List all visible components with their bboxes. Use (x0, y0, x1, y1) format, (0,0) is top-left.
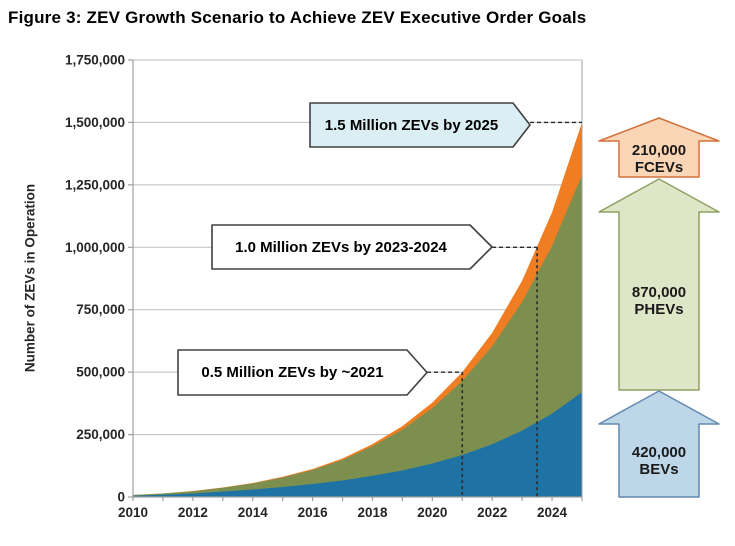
y-axis-title: Number of ZEVs in Operation (22, 183, 38, 373)
phev-count: 870,000 (631, 284, 687, 301)
bev-area (133, 392, 582, 497)
y-tick-label: 1,250,000 (65, 177, 125, 192)
bev-arrow-label: 420,000 BEVs (614, 444, 704, 478)
y-tick-label: 1,750,000 (65, 53, 125, 68)
callout-1-5-million-zevs: 1.5 Million ZEVs by 2025 (324, 116, 499, 134)
callout-shape (211, 224, 493, 270)
phevs-block-arrow (598, 178, 720, 391)
figure-title: Figure 3: ZEV Growth Scenario to Achieve… (8, 8, 587, 27)
fcev-name: FCEVs (634, 159, 684, 176)
callout-1-0-million-zevs: 1.0 Million ZEVs by 2023-2024 (235, 238, 447, 256)
axis-tick-labels: 0 250,000 500,000 750,000 1,000,000 1,250,000… (65, 53, 568, 521)
bevs-block-arrow (598, 390, 720, 498)
x-tick-label: 2012 (178, 505, 208, 520)
stacked-areas (133, 122, 582, 498)
phev-area (133, 174, 582, 497)
bev-name: BEVs (639, 461, 679, 478)
side-arrow-shapes (598, 117, 720, 498)
y-tick-label: 500,000 (76, 365, 125, 380)
callout-shape (309, 102, 531, 148)
x-tick-label: 2014 (238, 505, 269, 520)
y-tick-label: 0 (117, 490, 125, 505)
callout-0-5-million-zevs: 0.5 Million ZEVs by ~2021 (201, 364, 384, 381)
phev-name: PHEVs (634, 301, 684, 318)
y-tick-label: 1,000,000 (65, 240, 125, 255)
y-tick-label: 750,000 (76, 302, 125, 317)
x-tick-label: 2024 (537, 505, 568, 520)
x-tick-label: 2022 (477, 505, 507, 520)
y-tick-label: 250,000 (76, 427, 125, 442)
x-tick-label: 2018 (357, 505, 388, 520)
fcev-arrow-label: 210,000 FCEVs (614, 142, 704, 176)
x-tick-label: 2020 (417, 505, 447, 520)
x-tick-label: 2010 (118, 505, 148, 520)
fcevs-block-arrow (598, 117, 720, 178)
callout-shapes (177, 102, 531, 396)
phev-arrow-label: 870,000 PHEVs (614, 284, 704, 318)
dashed-guide-lines (427, 121, 582, 497)
bev-count: 420,000 (631, 444, 687, 461)
callout-shape (177, 349, 428, 396)
x-tick-label: 2016 (298, 505, 329, 520)
y-tick-label: 1,500,000 (65, 115, 125, 130)
fcev-count: 210,000 (631, 142, 687, 159)
axes (128, 59, 583, 501)
